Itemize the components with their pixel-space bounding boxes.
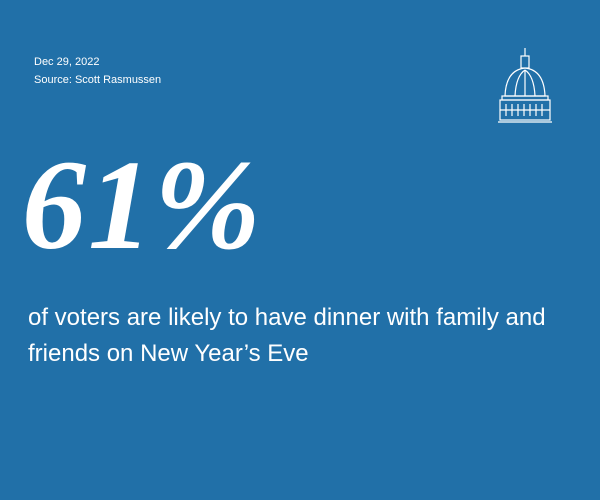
- stat-description: of voters are likely to have dinner with…: [28, 304, 546, 367]
- date: Dec 29, 2022: [34, 56, 100, 68]
- logo: [498, 48, 552, 123]
- stat-value: 61%: [22, 134, 263, 276]
- source: Source: Scott Rasmussen: [34, 74, 162, 86]
